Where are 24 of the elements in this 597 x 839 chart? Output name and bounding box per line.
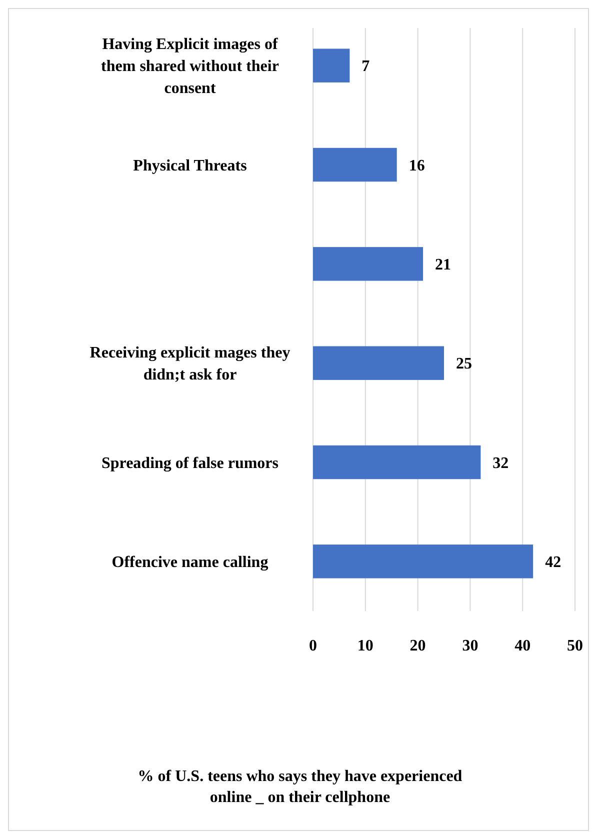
- bar: [313, 544, 534, 578]
- text: % of U.S. teens who says they have experienced online _ on their cellphone: [138, 768, 462, 806]
- data-label: 7: [362, 58, 370, 76]
- bar: [313, 247, 424, 281]
- x-tick-label: 20: [410, 638, 426, 655]
- x-tick-label: 50: [567, 638, 583, 655]
- x-tick-label: 0: [309, 638, 317, 655]
- data-label: 16: [408, 157, 425, 174]
- x-tick-label: 30: [462, 638, 478, 655]
- x-tick-label: 40: [514, 638, 531, 655]
- data-label: 42: [545, 554, 562, 572]
- bar: [313, 48, 350, 82]
- y-tick-label: Spreading of false rumors: [101, 454, 279, 472]
- y-tick-label: Offencive name calling: [112, 554, 268, 572]
- data-label: 25: [456, 356, 472, 373]
- y-tick-label: Receiving explicit mages they didn;t ask for: [90, 344, 290, 384]
- y-tick-label: Having Explicit images of them shared without their consent: [101, 36, 279, 98]
- y-tick-label: Physical Threats: [133, 157, 247, 174]
- data-label: 21: [435, 256, 452, 274]
- bar: [313, 346, 444, 380]
- bar: [313, 148, 397, 182]
- x-tick-label: 10: [357, 638, 374, 655]
- bar: [313, 445, 481, 480]
- data-label: 32: [492, 454, 509, 472]
